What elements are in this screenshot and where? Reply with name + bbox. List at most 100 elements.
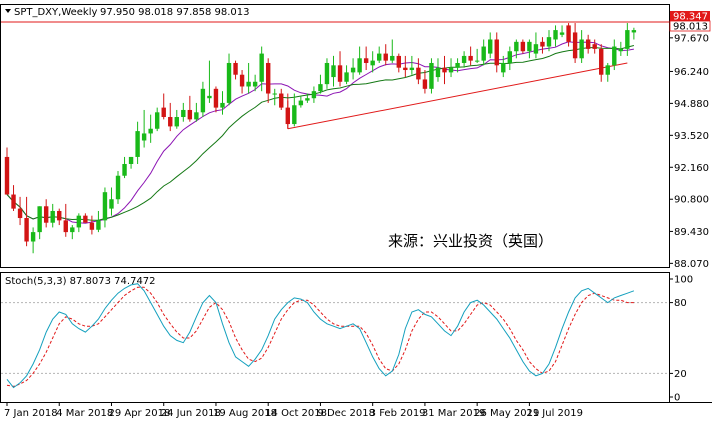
collapse-triangle-icon[interactable] [5,9,11,13]
candle-body [618,48,624,52]
candle-up [501,55,506,78]
candle-body [474,60,480,62]
candle-body [279,93,284,108]
candle-down [4,147,10,195]
candle-down [520,39,526,54]
candle-up [194,102,199,122]
candle-up [455,58,460,73]
last-price-label: 98.013 [673,22,708,33]
candle-body [194,112,199,120]
candle-down [57,208,62,226]
candle-body [585,39,591,49]
candle-body [520,41,526,52]
candle-body [181,109,186,118]
candle-down [592,39,597,54]
candle-down [403,55,408,78]
price-axis: 97.670 96.240 94.880 93.520 92.160 90.800 89.4… [669,33,709,270]
ohlc-readout: 97.950 98.018 97.858 98.013 [100,7,250,18]
candle-down [422,70,428,94]
candle-down [63,203,68,237]
candle-body [377,53,382,61]
candle-down [363,46,369,71]
stoch-tick-label: 20 [674,369,687,380]
candle-body [122,163,127,176]
candle-down [566,23,571,47]
candle-body [187,109,193,120]
candle-up [96,210,101,233]
candle-down [266,58,271,103]
candle-body [350,67,356,73]
candle-body [148,128,153,134]
candle-body [311,91,317,99]
candle-down [11,185,16,211]
candle-down [213,86,219,113]
candle-up [200,81,206,118]
stoch-panel-frame [0,272,670,403]
candle-body [533,44,539,54]
candle-up [377,46,382,63]
candle-body [135,131,140,157]
candle-up [507,46,513,71]
candle-body [494,39,499,66]
candle-body [63,220,68,233]
candle-up [448,58,454,78]
candle-up [115,171,121,204]
candle-body [546,37,552,47]
candle-body [363,58,369,63]
candle-body [435,67,441,78]
candle-body [220,102,225,108]
candle-up [148,114,153,143]
candle-body [416,67,421,80]
candle-body [572,32,578,59]
candle-up [605,62,610,82]
candle-up [612,39,617,71]
candle-body [442,67,447,73]
candle-down [396,53,401,73]
candle-body [605,65,610,75]
candle-up [357,46,362,75]
support-trendline [287,62,628,130]
candle-up [102,187,108,228]
candle-up [292,93,297,127]
candle-down [89,215,95,235]
candle-body [83,215,88,223]
candle-body [272,93,277,95]
candle-body [30,232,36,242]
candle-up [481,39,486,66]
candle-body [324,62,330,85]
candle-body [599,48,604,75]
candle-down [239,70,245,94]
candle-body [207,95,212,99]
price-tick-label: 97.670 [674,33,709,44]
stoch-k-line [6,283,635,389]
candle-body [76,215,82,228]
time-tick-label: 14 Oct 2018 [265,408,327,419]
candle-up [370,51,375,73]
price-tick-label: 93.520 [674,131,709,142]
candle-body [252,81,258,87]
candle-down [585,34,591,54]
stoch-axis: 100 80 20 0 [669,275,693,404]
source-watermark: 来源：兴业投资（英国） [388,232,553,250]
stoch-tick-label: 100 [674,275,693,286]
candle-down [187,95,193,122]
candle-body [89,222,95,230]
candle-body [4,156,10,195]
candle-down [24,196,29,247]
candle-up [154,107,160,132]
last-price-tag-bg [669,20,711,32]
high-price-tag-bg [670,11,710,21]
stoch-label: Stoch(5,3,3) 87.8073 74.7472 [5,276,156,287]
candle-up [488,32,493,59]
candle-up [461,51,467,68]
candle-up [579,30,584,63]
time-tick-label: 19 Aug 2018 [213,408,277,419]
candle-body [514,41,519,52]
candle-up [429,58,434,94]
candle-up [181,102,186,122]
candle-body [461,55,467,63]
candle-body [318,84,323,92]
price-panel-frame [0,4,670,268]
